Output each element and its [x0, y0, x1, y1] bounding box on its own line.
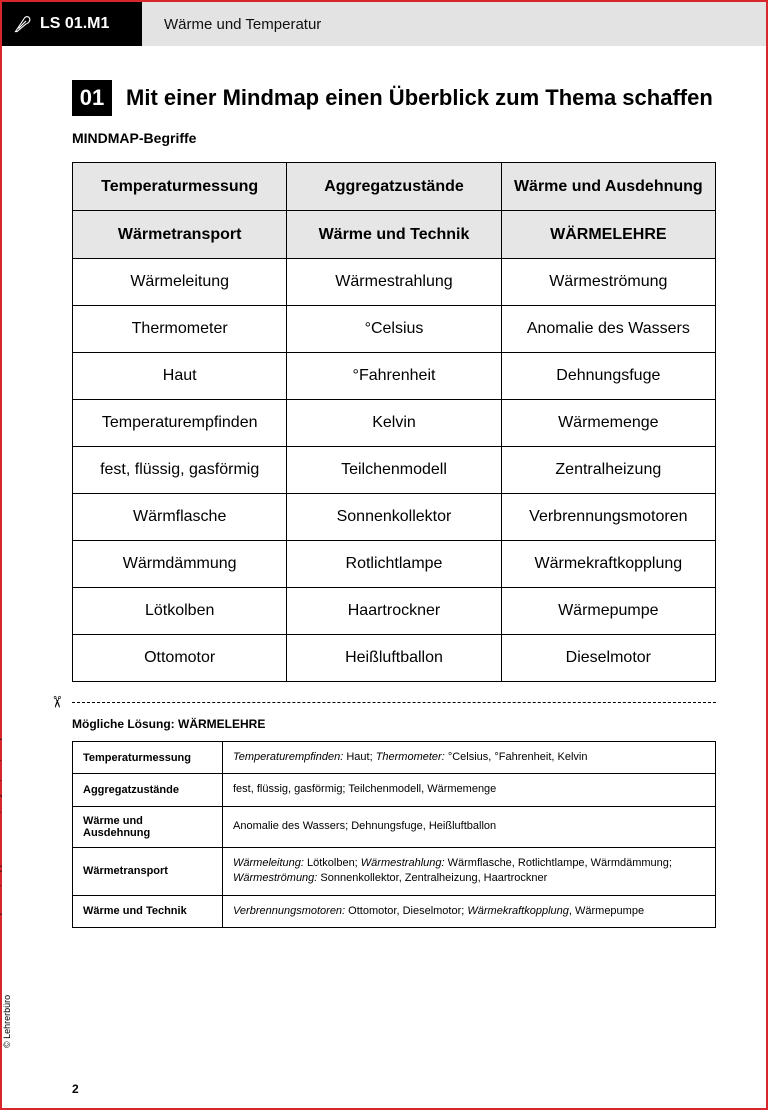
mindmap-table: TemperaturmessungAggregatzuständeWärme u… [72, 162, 716, 682]
table-header-cell: WÄRMELEHRE [501, 211, 715, 259]
solution-key: Wärme und Technik [73, 895, 223, 927]
table-cell: Thermometer [73, 306, 287, 353]
table-cell: Temperaturempfinden [73, 400, 287, 447]
header-topic-box: Wärme und Temperatur [142, 2, 766, 46]
table-cell: Anomalie des Wassers [501, 306, 715, 353]
table-cell: Dieselmotor [501, 635, 715, 682]
sub-heading: MINDMAP-Begriffe [72, 130, 716, 146]
solution-key: Temperaturmessung [73, 742, 223, 774]
table-header-cell: Wärme und Technik [287, 211, 501, 259]
table-cell: Kelvin [287, 400, 501, 447]
table-cell: Teilchenmodell [287, 447, 501, 494]
table-header-cell: Temperaturmessung [73, 163, 287, 211]
solution-value: Temperaturempfinden: Haut; Thermometer: … [223, 742, 716, 774]
table-cell: Sonnenkollektor [287, 494, 501, 541]
table-cell: Wärmemenge [501, 400, 715, 447]
solution-value: Verbrennungsmotoren: Ottomotor, Dieselmo… [223, 895, 716, 927]
table-cell: Dehnungsfuge [501, 353, 715, 400]
table-header-cell: Wärmetransport [73, 211, 287, 259]
title-row: 01 Mit einer Mindmap einen Überblick zum… [72, 80, 716, 116]
solution-key: Aggregatzustände [73, 774, 223, 806]
table-header-cell: Wärme und Ausdehnung [501, 163, 715, 211]
table-cell: Haartrockner [287, 588, 501, 635]
table-cell: Verbrennungsmotoren [501, 494, 715, 541]
solution-value: Anomalie des Wassers; Dehnungsfuge, Heiß… [223, 806, 716, 847]
table-cell: Wärmekraftkopplung [501, 541, 715, 588]
cut-line [72, 702, 716, 703]
solution-value: fest, flüssig, gasförmig; Teilchenmodell… [223, 774, 716, 806]
table-cell: Zentralheizung [501, 447, 715, 494]
table-cell: Wärmestrahlung [287, 259, 501, 306]
table-cell: °Celsius [287, 306, 501, 353]
solution-heading: Mögliche Lösung: WÄRMELEHRE [72, 717, 716, 731]
table-cell: Wärmepumpe [501, 588, 715, 635]
header-topic: Wärme und Temperatur [164, 16, 321, 33]
table-cell: Haut [73, 353, 287, 400]
table-cell: Wärmeströmung [501, 259, 715, 306]
solution-key: Wärmetransport [73, 847, 223, 895]
table-cell: Rotlichtlampe [287, 541, 501, 588]
page-title: Mit einer Mindmap einen Überblick zum Th… [126, 85, 713, 111]
solution-table: TemperaturmessungTemperaturempfinden: Ha… [72, 741, 716, 928]
feather-icon [14, 15, 32, 33]
table-cell: °Fahrenheit [287, 353, 501, 400]
header-code: LS 01.M1 [40, 15, 109, 33]
header-code-box: LS 01.M1 [2, 2, 142, 46]
title-number: 01 [72, 80, 112, 116]
table-cell: fest, flüssig, gasförmig [73, 447, 287, 494]
table-cell: Ottomotor [73, 635, 287, 682]
table-cell: Heißluftballon [287, 635, 501, 682]
solution-value: Wärmeleitung: Lötkolben; Wärmestrahlung:… [223, 847, 716, 895]
table-cell: Wärmflasche [73, 494, 287, 541]
table-cell: Wärmdämmung [73, 541, 287, 588]
table-cell: Wärmeleitung [73, 259, 287, 306]
header-bar: LS 01.M1 Wärme und Temperatur [2, 2, 766, 46]
scissors-icon: ✂ [47, 695, 67, 708]
solution-key: Wärme und Ausdehnung [73, 806, 223, 847]
side-credit: Grundwissen zu Wärme und Temperatur, Kli… [0, 548, 12, 1048]
table-header-cell: Aggregatzustände [287, 163, 501, 211]
table-cell: Lötkolben [73, 588, 287, 635]
page-number: 2 [72, 1082, 79, 1096]
